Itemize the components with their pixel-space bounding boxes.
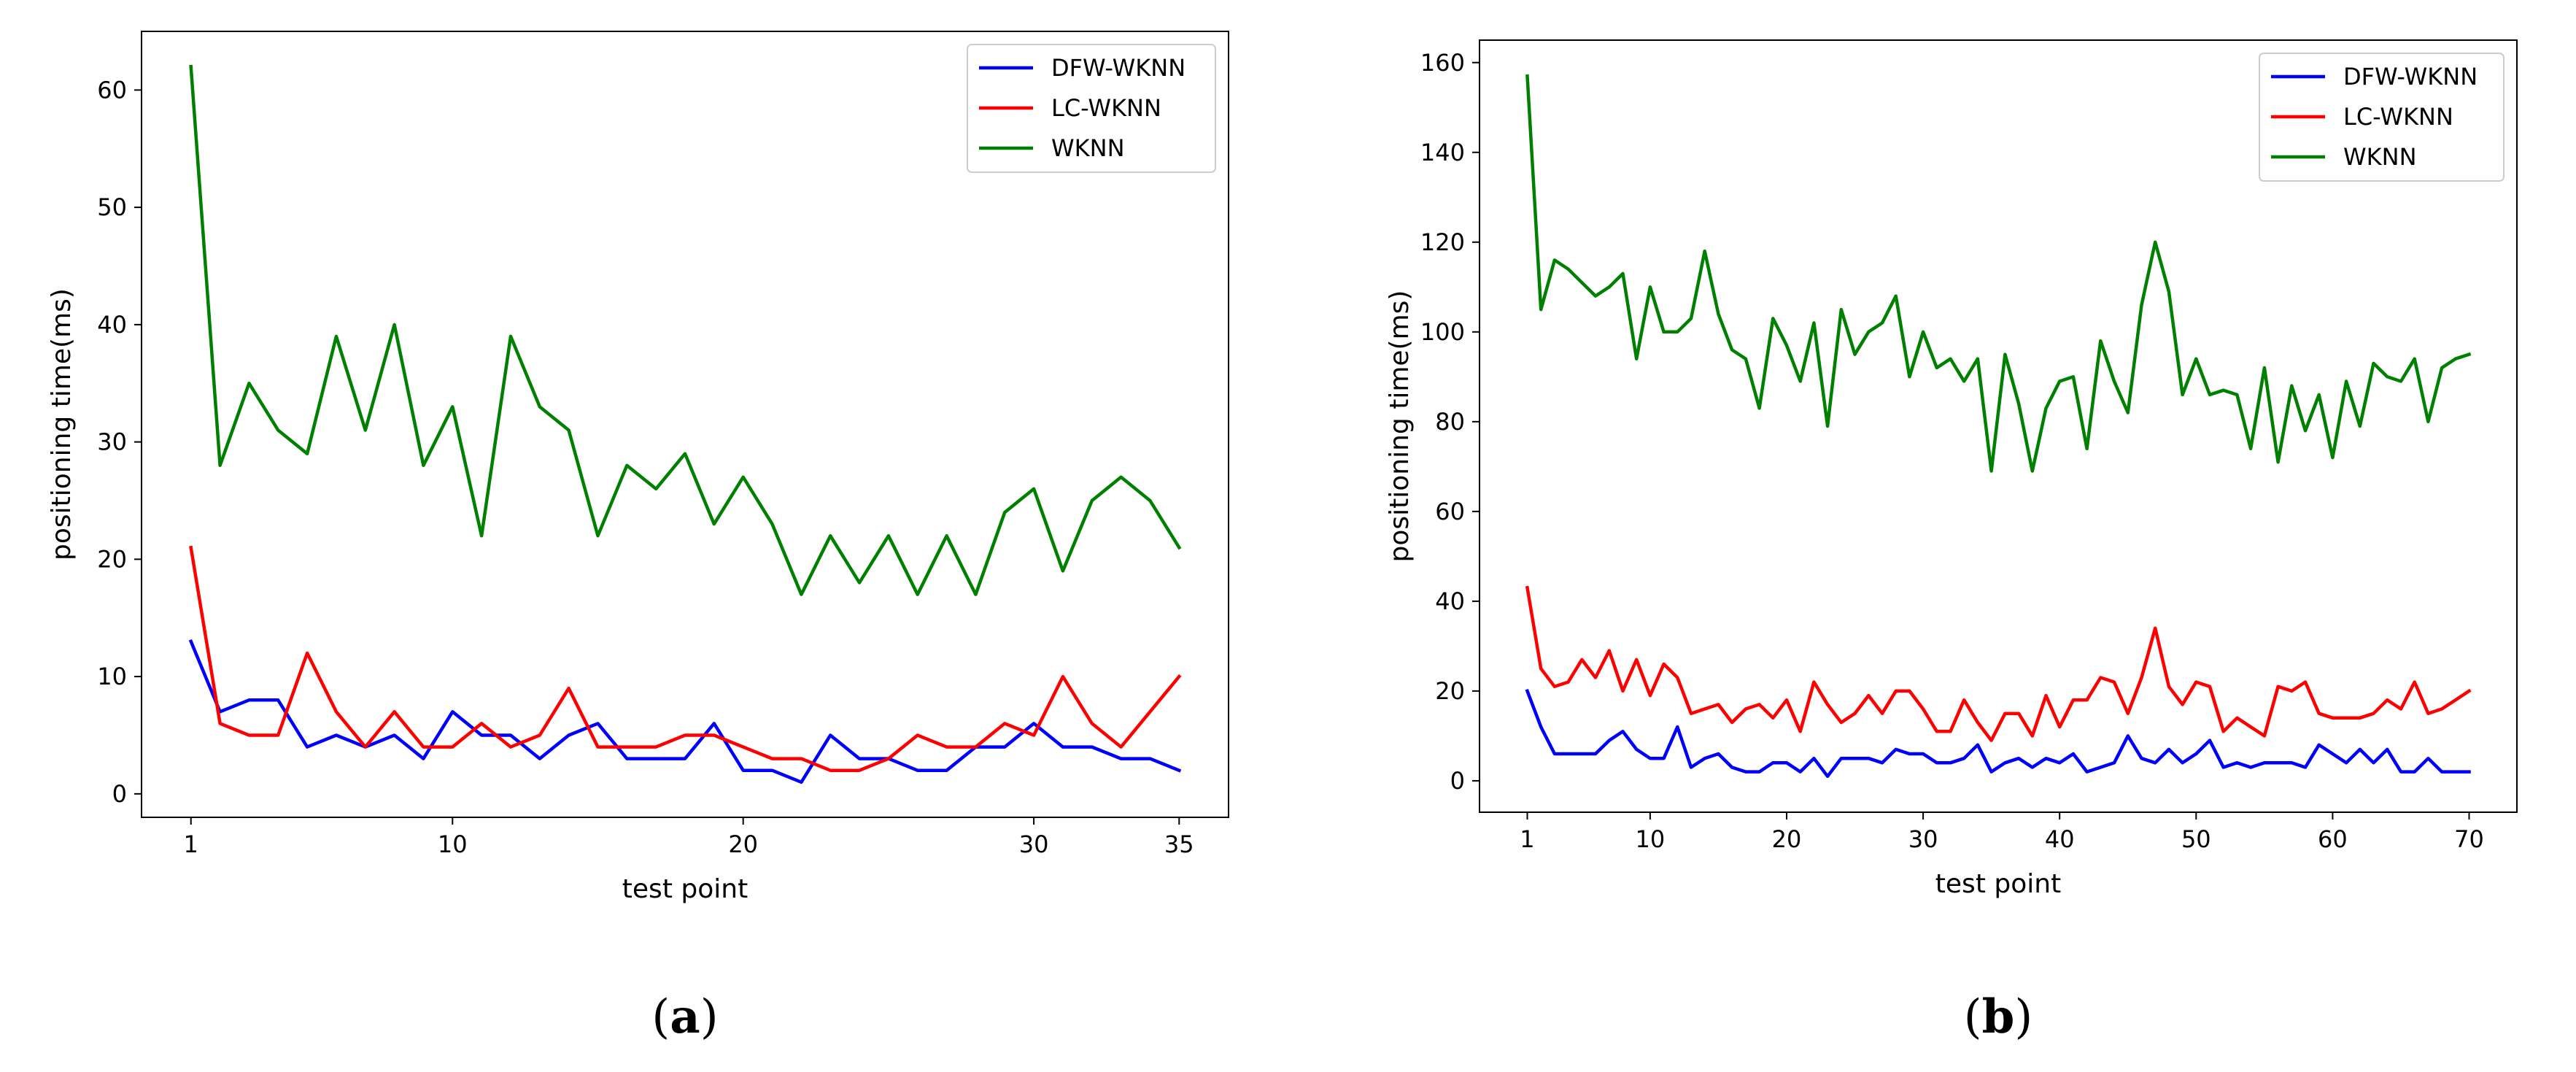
y-tick-label: 80 (1435, 408, 1465, 436)
axis-ticks: 1 10 20 30 35 0 10 20 30 40 50 60 (97, 76, 1194, 858)
x-tick-label: 50 (2181, 825, 2211, 853)
chart-panel-a: 1 10 20 30 35 0 10 20 30 40 50 60 test point positi… (47, 31, 1229, 1044)
legend-entry: LC-WKNN (1051, 94, 1161, 122)
panel-letter: b (1982, 990, 2015, 1044)
x-tick-label: 20 (1772, 825, 1802, 853)
series-line-lc-wknn (189, 545, 1182, 772)
y-tick-label: 140 (1420, 139, 1465, 166)
y-tick-label: 160 (1420, 49, 1465, 77)
legend-entry: DFW-WKNN (1051, 54, 1185, 82)
x-tick-label: 60 (2318, 825, 2348, 853)
x-axis-label: test point (1935, 869, 2061, 899)
y-tick-label: 20 (97, 545, 127, 573)
y-tick-label: 30 (97, 428, 127, 456)
y-tick-label: 120 (1420, 228, 1465, 256)
legend-entry: WKNN (1051, 134, 1125, 162)
plot-series-layer (1525, 74, 2472, 779)
legend: DFW-WKNN LC-WKNN WKNN (2259, 53, 2505, 182)
x-tick-label: 10 (1636, 825, 1666, 853)
series-line-dfw-wknn (1525, 688, 2471, 779)
x-tick-label: 10 (438, 830, 468, 858)
y-tick-label: 60 (97, 76, 127, 104)
series-line-dfw-wknn (188, 639, 1182, 784)
y-tick-label: 20 (1435, 677, 1465, 705)
legend-entry: DFW-WKNN (2343, 63, 2478, 90)
x-axis-label: test point (622, 874, 748, 904)
y-tick-label: 0 (1450, 767, 1465, 795)
series-line-lc-wknn (1525, 585, 2472, 742)
x-tick-label: 1 (1520, 825, 1534, 853)
legend-box (2259, 53, 2505, 182)
legend-entry: LC-WKNN (2343, 103, 2453, 131)
plot-frame (141, 31, 1229, 818)
series-line-wknn (189, 64, 1182, 596)
axis-ticks: 1 10 20 30 40 50 60 70 0 20 40 60 80 100 120 140 160 (1420, 49, 2484, 853)
panel-label: (b) (1964, 990, 2033, 1044)
chart-panel-b: 1 10 20 30 40 50 60 70 0 20 40 60 80 100 120 140 160 tes… (1385, 39, 2518, 1044)
plot-frame (1479, 39, 2518, 813)
y-tick-label: 10 (97, 663, 127, 690)
legend-entry: WKNN (2343, 143, 2417, 171)
x-tick-label: 1 (184, 830, 198, 858)
x-tick-label: 35 (1164, 830, 1194, 858)
y-tick-label: 40 (97, 311, 127, 339)
x-tick-label: 30 (1019, 830, 1049, 858)
y-tick-label: 100 (1420, 318, 1465, 346)
x-tick-label: 40 (2045, 825, 2075, 853)
y-axis-label: positioning time(ms) (1385, 290, 1415, 563)
plot-series-layer (188, 64, 1182, 784)
legend-box (967, 44, 1216, 173)
y-tick-label: 60 (1435, 498, 1465, 525)
y-tick-label: 40 (1435, 587, 1465, 615)
x-tick-label: 70 (2454, 825, 2484, 853)
y-tick-label: 0 (112, 780, 127, 808)
panel-letter: a (670, 990, 700, 1044)
panel-label: (a) (651, 990, 718, 1044)
y-tick-label: 50 (97, 193, 127, 221)
x-tick-label: 20 (728, 830, 758, 858)
series-line-wknn (1525, 74, 2472, 473)
x-tick-label: 30 (1908, 825, 1938, 853)
y-axis-label: positioning time(ms) (47, 288, 77, 560)
legend: DFW-WKNN LC-WKNN WKNN (967, 44, 1216, 173)
